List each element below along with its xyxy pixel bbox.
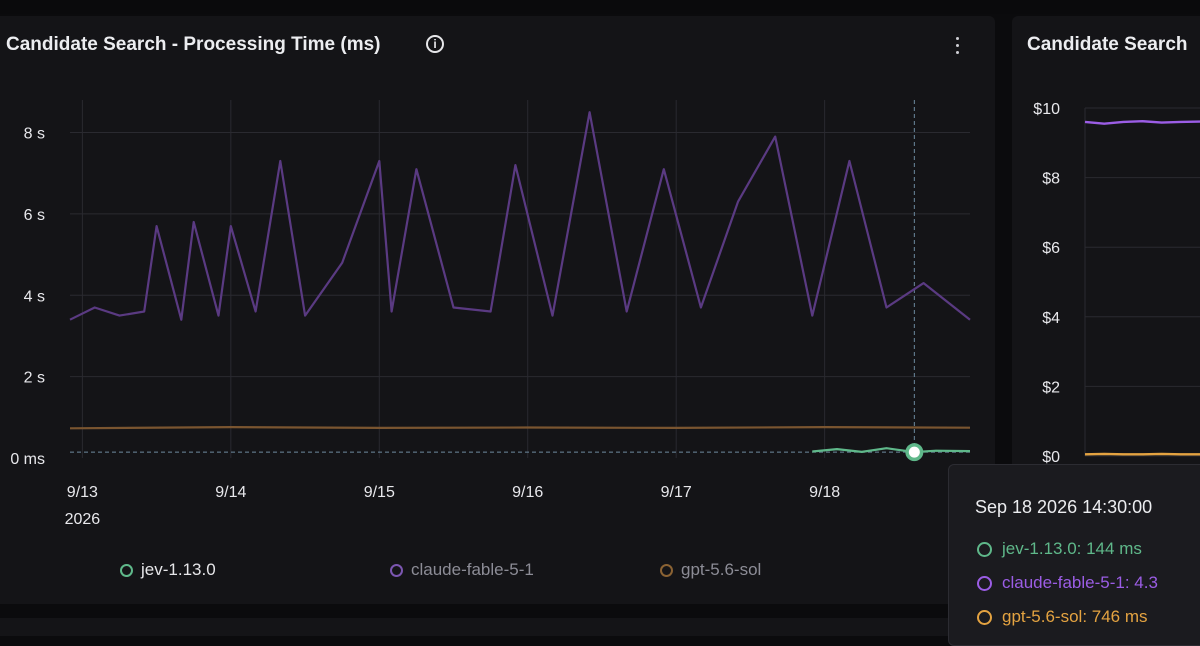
tooltip-label: gpt-5.6-sol: 746 ms — [1002, 607, 1148, 627]
x-tick-label: 9/13 — [67, 484, 98, 501]
tooltip-time: Sep 18 2026 14:30:00 — [975, 497, 1152, 518]
y-tick-label: 2 s — [24, 370, 45, 387]
legend-marker — [120, 564, 133, 577]
tooltip-label: jev-1.13.0: 144 ms — [1002, 539, 1142, 559]
right-y-tick-label: $10 — [1033, 101, 1060, 118]
right-y-tick-label: $4 — [1042, 310, 1060, 327]
y-tick-label: 6 s — [24, 207, 45, 224]
tooltip-marker — [977, 610, 992, 625]
series-line-gpt-5.6-sol — [70, 427, 970, 428]
tooltip-row-claude: claude-fable-5-1: 4.3 — [977, 573, 1158, 593]
x-tick-year-label: 2026 — [65, 511, 101, 528]
x-tick-label: 9/17 — [661, 484, 692, 501]
legend-marker — [660, 564, 673, 577]
series-line-claude-fable-5-1 — [70, 112, 970, 320]
legend-marker — [390, 564, 403, 577]
tooltip-row-jev: jev-1.13.0: 144 ms — [977, 539, 1142, 559]
tooltip-label: claude-fable-5-1: 4.3 — [1002, 573, 1158, 593]
y-tick-label: 8 s — [24, 126, 45, 143]
series-line-jev-1.13.0 — [812, 448, 970, 452]
right-series-line-0 — [1085, 121, 1200, 124]
legend-label: gpt-5.6-sol — [681, 560, 761, 580]
right-y-tick-label: $8 — [1042, 171, 1060, 188]
hover-point — [909, 447, 920, 458]
hover-tooltip: Sep 18 2026 14:30:00 jev-1.13.0: 144 ms … — [948, 464, 1200, 646]
legend-item-jev[interactable]: jev-1.13.0 — [120, 560, 216, 580]
y-tick-label: 0 ms — [10, 451, 45, 468]
x-tick-label: 9/14 — [215, 484, 246, 501]
legend-label: jev-1.13.0 — [141, 560, 216, 580]
y-tick-label: 4 s — [24, 288, 45, 305]
right-y-tick-label: $6 — [1042, 240, 1060, 257]
x-tick-label: 9/16 — [512, 484, 543, 501]
x-tick-label: 9/15 — [364, 484, 395, 501]
tooltip-row-gpt: gpt-5.6-sol: 746 ms — [977, 607, 1148, 627]
tooltip-marker — [977, 542, 992, 557]
x-tick-label: 9/18 — [809, 484, 840, 501]
legend-item-gpt[interactable]: gpt-5.6-sol — [660, 560, 761, 580]
right-y-tick-label: $2 — [1042, 379, 1060, 396]
legend-item-claude[interactable]: claude-fable-5-1 — [390, 560, 534, 580]
tooltip-marker — [977, 576, 992, 591]
legend-label: claude-fable-5-1 — [411, 560, 534, 580]
